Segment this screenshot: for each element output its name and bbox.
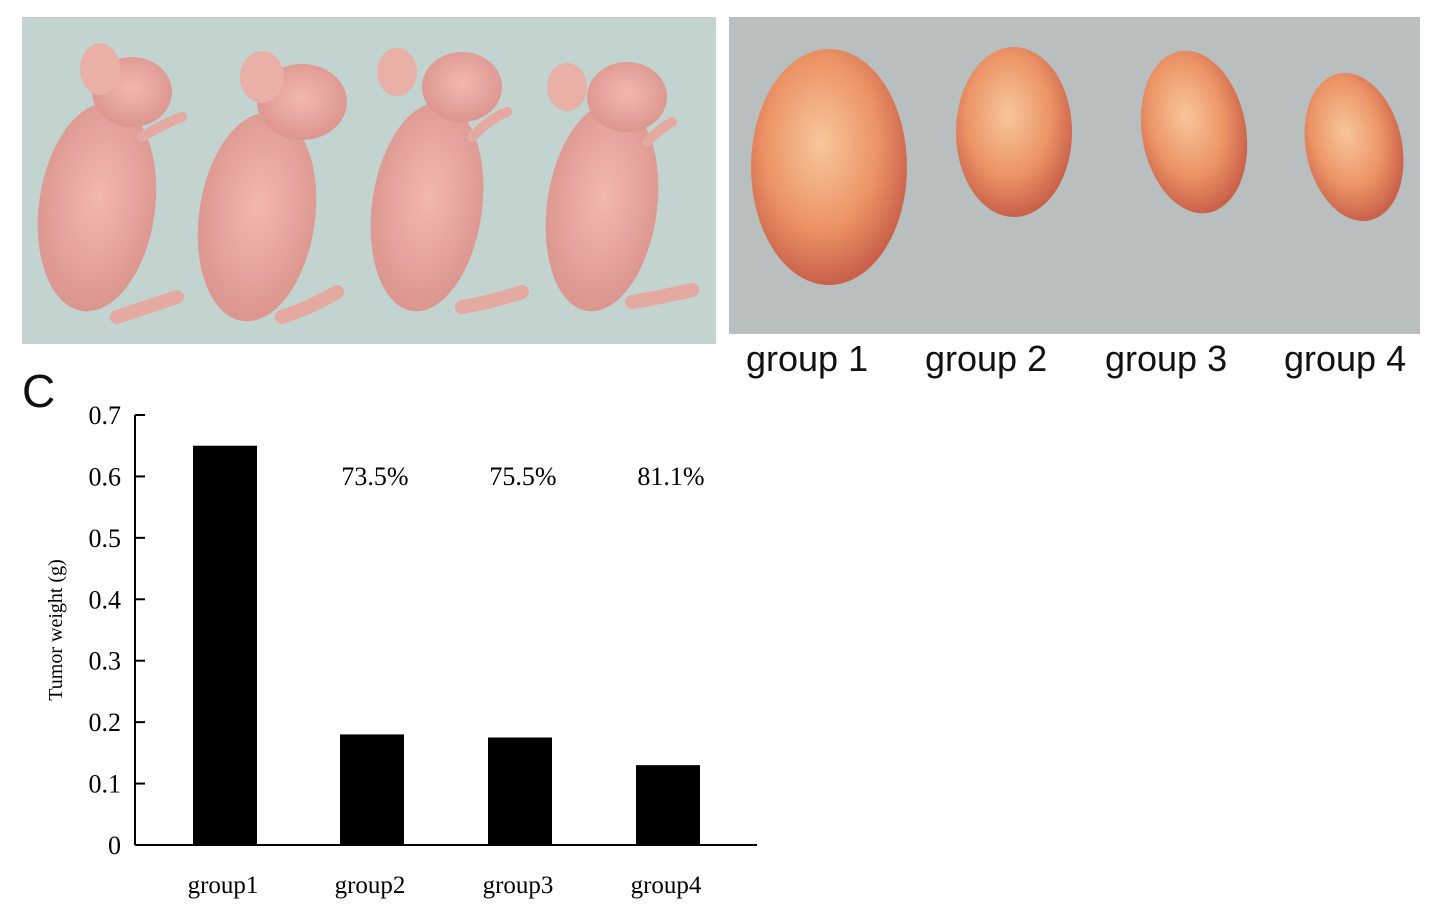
group-label-2: group 2: [925, 338, 1048, 379]
bar-group3: [488, 737, 552, 845]
mouse-1: [37, 43, 187, 324]
tumor-1: [751, 49, 907, 285]
panel-c-letter: C: [22, 365, 56, 417]
y-tick-label: 0.6: [89, 462, 122, 491]
x-tick-label: group2: [335, 872, 406, 899]
panel-b-tumors-photo: [729, 17, 1420, 334]
tumor-2: [956, 47, 1072, 217]
bar-group4: [636, 765, 700, 845]
panel-a-mice-photo: [22, 17, 716, 344]
x-tick-label: group4: [631, 872, 702, 899]
x-tick-label: group1: [188, 872, 259, 899]
y-axis-label: Tumor weight (g): [45, 559, 67, 700]
chart-labels: Tumor weight (g) group1 group2 73.5% group3 7…: [45, 462, 705, 899]
y-tick-label: 0.1: [89, 770, 122, 799]
group-label-3: group 3: [1105, 338, 1228, 379]
y-tick-label: 0.5: [89, 524, 122, 553]
x-tick-label: group3: [483, 872, 554, 899]
y-tick-label: 0.4: [89, 585, 122, 614]
mouse-2: [197, 51, 347, 324]
bar-annotation: 81.1%: [637, 462, 704, 491]
bar-annotation: 73.5%: [341, 462, 408, 491]
y-tick-label: 0.7: [89, 401, 122, 430]
tumor-3: [1140, 50, 1248, 214]
y-tick-label: 0.2: [89, 708, 122, 737]
y-tick-label: 0.3: [89, 647, 122, 676]
mouse-4: [545, 62, 699, 312]
bar-annotation: 75.5%: [489, 462, 556, 491]
mice-illustration: [22, 17, 716, 344]
chart-axes: 0 0.1 0.2 0.3 0.4 0.5 0.6 0.7: [89, 401, 757, 860]
tumors-illustration: [729, 17, 1420, 334]
group-label-1: group 1: [746, 338, 869, 379]
tumor-4: [1304, 72, 1404, 222]
y-tick-label: 0: [108, 831, 121, 860]
mouse-3: [370, 48, 529, 314]
chart-bars: [193, 445, 700, 845]
bar-group2: [340, 734, 404, 845]
bar-group1: [193, 445, 257, 845]
group-label-4: group 4: [1284, 338, 1407, 379]
